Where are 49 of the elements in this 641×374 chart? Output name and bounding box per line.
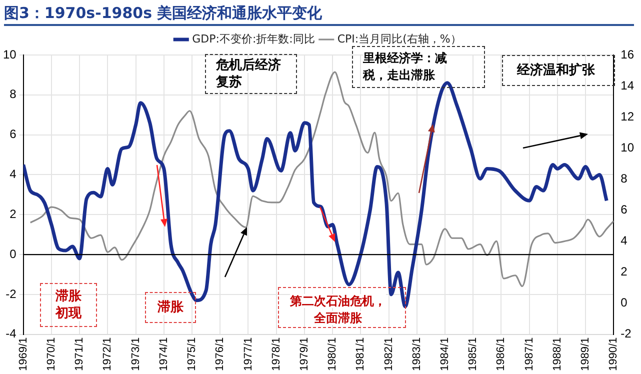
x-tick-label: 1988/1: [551, 337, 564, 372]
y2-tick-label: 10: [620, 140, 634, 154]
annotation: 第二次石油危机，全面滞胀: [290, 294, 386, 325]
x-tick-label: 1974/1: [158, 337, 170, 372]
x-tick-label: 1980/1: [326, 337, 339, 372]
x-tick-label: 1971/1: [74, 337, 86, 372]
y2-tick-label: 16: [620, 47, 634, 62]
x-tick-label: 1986/1: [495, 337, 508, 372]
x-tick-label: 1983/1: [410, 337, 423, 372]
y-tick-label: 8: [10, 87, 17, 102]
x-tick-label: 1975/1: [186, 337, 198, 372]
y-tick-label: 0: [10, 246, 17, 261]
x-tick-label: 1981/1: [354, 337, 367, 372]
x-tick-label: 1973/1: [130, 337, 142, 372]
y2-tick-label: 14: [620, 78, 634, 92]
x-tick-label: 1985/1: [467, 337, 480, 372]
legend-label: GDP:不变价:折年数:同比: [192, 32, 315, 46]
y2-tick-label: 6: [620, 202, 628, 217]
annotation: 滞胀初现: [56, 289, 82, 321]
annotation: 危机后经济复苏: [216, 58, 281, 90]
annotation: 里根经济学：减税，走出滞胀: [363, 51, 447, 82]
chart-title: 图3：1970s-1980s 美国经济和通胀水平变化: [4, 2, 634, 26]
y2-tick-label: 2: [620, 264, 628, 279]
x-tick-label: 1979/1: [298, 337, 310, 372]
y-tick-label: 2: [10, 206, 17, 221]
x-tick-label: 1970/1: [45, 337, 58, 372]
y-tick-label: 10: [2, 47, 17, 62]
annotation: 滞胀: [158, 300, 184, 315]
y2-tick-label: 8: [620, 171, 628, 186]
x-tick-label: 1987/1: [523, 337, 536, 372]
x-tick-label: 1969/1: [17, 337, 30, 372]
y2-tick-label: -2: [620, 326, 632, 341]
x-tick-label: 1978/1: [270, 337, 282, 372]
x-tick-label: 1972/1: [102, 337, 114, 372]
legend-label: CPI:当月同比(右轴，%）: [337, 32, 462, 46]
y-tick-label: 4: [10, 167, 17, 182]
y-tick-label: -2: [6, 286, 17, 301]
y2-tick-label: 12: [620, 109, 634, 124]
x-tick-label: 1989/1: [580, 337, 592, 372]
x-tick-label: 1990/1: [608, 337, 620, 372]
y2-tick-label: 4: [620, 234, 628, 248]
x-tick-label: 1977/1: [242, 337, 254, 372]
y-tick-label: -4: [6, 326, 17, 341]
x-tick-label: 1982/1: [382, 337, 395, 372]
annotation: 经济温和扩张: [517, 63, 595, 78]
y2-tick-label: 0: [620, 296, 628, 310]
x-tick-label: 1984/1: [439, 337, 452, 372]
x-tick-label: 1976/1: [214, 337, 226, 372]
y-tick-label: 6: [10, 127, 17, 142]
